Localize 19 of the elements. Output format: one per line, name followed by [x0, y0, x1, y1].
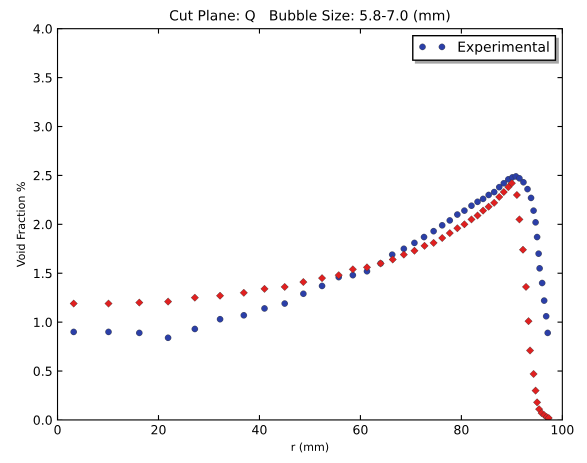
x-tick-label: 20 — [151, 425, 166, 434]
y-tick-label: 4.0 — [33, 24, 52, 34]
x-tick-label: 100 — [552, 425, 574, 434]
y-tick-label: 1.0 — [34, 318, 52, 328]
y-tick-label: 3.5 — [34, 73, 52, 83]
y-tick-label: 2.0 — [34, 220, 52, 230]
x-tick-label: 40 — [252, 425, 267, 434]
y-tick-label: 2.5 — [34, 170, 52, 180]
y-axis-title: Void Fraction % — [16, 182, 26, 268]
x-tick-label: 60 — [353, 425, 368, 434]
legend-label: Experimental — [458, 41, 549, 55]
y-tick-label: 0.5 — [34, 366, 52, 376]
x-tick-label: 80 — [454, 425, 469, 434]
x-axis-title: r (mm) — [292, 442, 328, 452]
x-tick-label: 0 — [54, 425, 61, 434]
y-tick-label: 0.0 — [34, 415, 52, 425]
y-tick-label: 3.0 — [34, 122, 52, 132]
chart-title: Cut Plane: Q Bubble Size: 5.8-7.0 (mm) — [170, 10, 450, 22]
y-tick-label: 1.5 — [34, 268, 52, 278]
